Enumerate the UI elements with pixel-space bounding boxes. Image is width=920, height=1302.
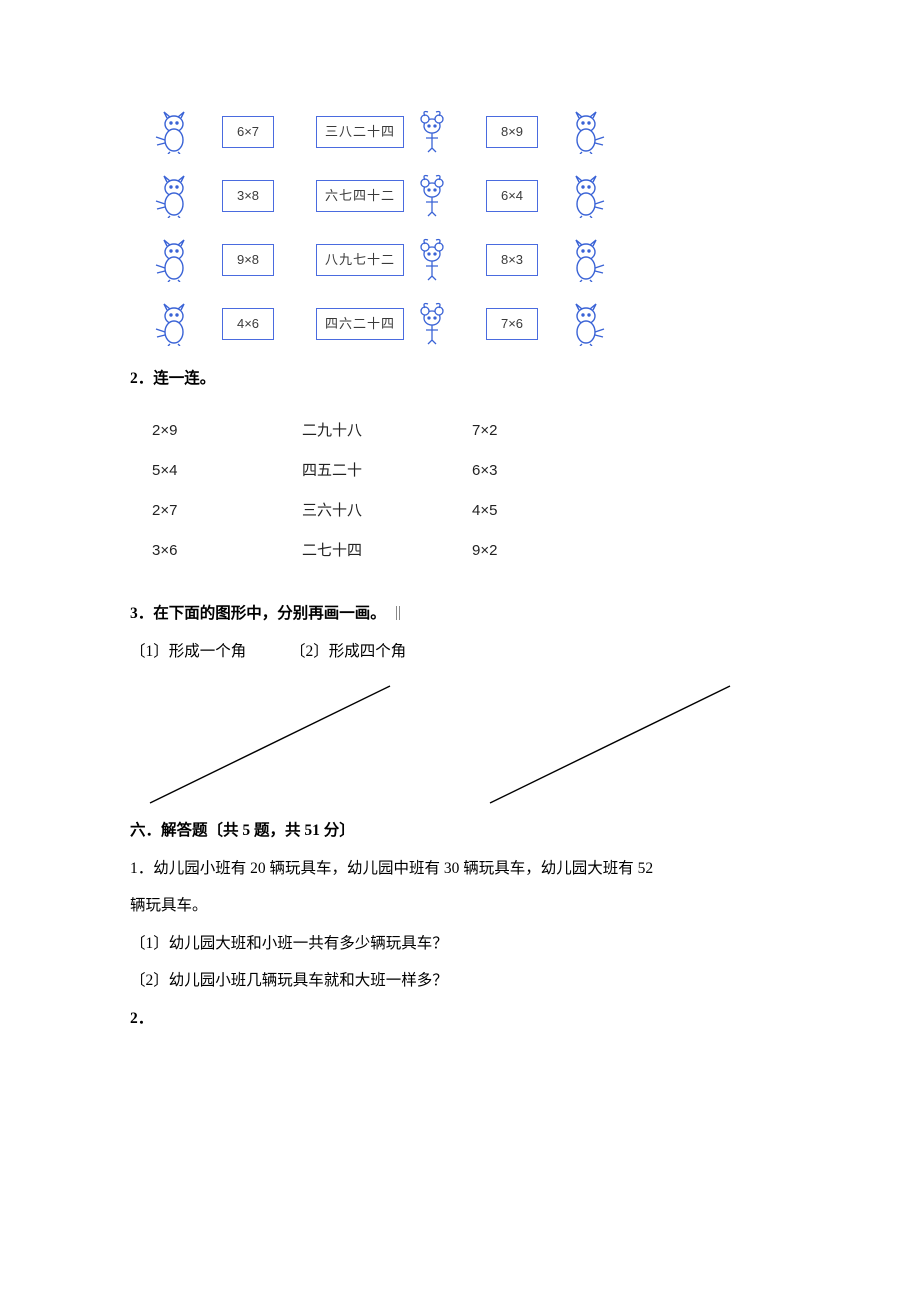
match2-row: 2×9 二九十八 7×2 [152, 411, 790, 451]
cat-icon [150, 301, 194, 347]
q3-sub2: 〔2〕形成四个角 [290, 643, 406, 660]
page: 6×7 三八二十四 8×9 3×8 六七四十二 6 [0, 0, 920, 1101]
q3-text: 3．在下面的图形中，分别再画一画。 [130, 605, 386, 622]
problem-1-sub1: 〔1〕幼儿园大班和小班一共有多少辆玩具车？ [130, 929, 790, 958]
expr-left: 2×9 [152, 417, 302, 446]
phrase-box: 八九七十二 [316, 244, 404, 277]
q2-text: 2．连一连。 [130, 370, 215, 387]
phrase-box: 三八二十四 [316, 116, 404, 149]
match2-row: 3×6 二七十四 9×2 [152, 531, 790, 571]
section6-text: 六．解答题〔共 5 题，共 51 分〕 [130, 822, 355, 839]
expr-box: 6×7 [222, 116, 274, 149]
cursor-mark-icon [396, 606, 400, 620]
expr-box: 6×4 [486, 180, 538, 213]
matching-puzzle-2: 2×9 二九十八 7×2 5×4 四五二十 6×3 2×7 三六十八 4×5 3… [152, 411, 790, 571]
expr-box: 4×6 [222, 308, 274, 341]
match2-row: 5×4 四五二十 6×3 [152, 451, 790, 491]
phrase-box: 六七四十二 [316, 180, 404, 213]
question-3-subs: 〔1〕形成一个角 〔2〕形成四个角 [130, 637, 790, 666]
expr-box: 9×8 [222, 244, 274, 277]
phrase-center: 二七十四 [302, 537, 472, 566]
line-stroke [150, 686, 390, 803]
cat-icon [566, 301, 610, 347]
problem-1-line-b: 辆玩具车。 [130, 891, 790, 920]
expr-box: 3×8 [222, 180, 274, 213]
match1-row: 4×6 四六二十四 7×6 [150, 292, 790, 356]
expr-left: 2×7 [152, 497, 302, 526]
match1-row: 3×8 六七四十二 6×4 [150, 164, 790, 228]
q3-sub1: 〔1〕形成一个角 [130, 643, 246, 660]
phrase-center: 二九十八 [302, 417, 472, 446]
expr-right: 6×3 [472, 457, 552, 486]
cat-icon [150, 173, 194, 219]
question-2-label: 2．连一连。 [130, 364, 790, 393]
expr-box: 8×3 [486, 244, 538, 277]
problem-1-sub2: 〔2〕幼儿园小班几辆玩具车就和大班一样多？ [130, 966, 790, 995]
problem-2-label: 2． [130, 1004, 790, 1033]
diagonal-line-2 [470, 678, 790, 808]
mouse-icon [410, 301, 454, 347]
match1-row: 9×8 八九七十二 8×3 [150, 228, 790, 292]
cat-icon [150, 109, 194, 155]
phrase-center: 四五二十 [302, 457, 472, 486]
cat-icon [566, 109, 610, 155]
mouse-icon [410, 109, 454, 155]
expr-box: 8×9 [486, 116, 538, 149]
cat-icon [566, 237, 610, 283]
expr-left: 5×4 [152, 457, 302, 486]
expr-right: 7×2 [472, 417, 552, 446]
question-3-label: 3．在下面的图形中，分别再画一画。 [130, 599, 790, 628]
p2-text: 2． [130, 1010, 153, 1027]
expr-right: 9×2 [472, 537, 552, 566]
cat-icon [566, 173, 610, 219]
expr-right: 4×5 [472, 497, 552, 526]
mouse-icon [410, 237, 454, 283]
section-6-heading: 六．解答题〔共 5 题，共 51 分〕 [130, 816, 790, 845]
match2-row: 2×7 三六十八 4×5 [152, 491, 790, 531]
problem-1-line-a: 1．幼儿园小班有 20 辆玩具车，幼儿园中班有 30 辆玩具车，幼儿园大班有 5… [130, 854, 790, 883]
expr-box: 7×6 [486, 308, 538, 341]
match1-row: 6×7 三八二十四 8×9 [150, 100, 790, 164]
diagonal-lines [130, 678, 790, 808]
matching-puzzle-1: 6×7 三八二十四 8×9 3×8 六七四十二 6 [150, 100, 790, 356]
cat-icon [150, 237, 194, 283]
mouse-icon [410, 173, 454, 219]
expr-left: 3×6 [152, 537, 302, 566]
line-stroke [490, 686, 730, 803]
phrase-box: 四六二十四 [316, 308, 404, 341]
phrase-center: 三六十八 [302, 497, 472, 526]
diagonal-line-1 [130, 678, 450, 808]
